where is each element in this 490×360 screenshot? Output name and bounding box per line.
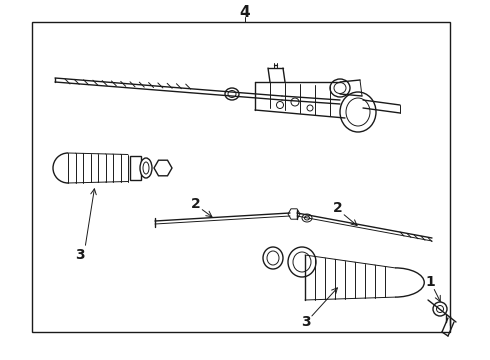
Text: 2: 2: [191, 197, 201, 211]
Ellipse shape: [304, 216, 310, 220]
Ellipse shape: [140, 158, 152, 178]
Bar: [32, 22, 450, 332]
Circle shape: [433, 302, 447, 316]
Text: 1: 1: [425, 275, 435, 289]
Circle shape: [437, 306, 443, 312]
Text: 3: 3: [301, 315, 311, 329]
Text: 2: 2: [333, 201, 343, 215]
Ellipse shape: [334, 82, 346, 94]
Ellipse shape: [330, 79, 350, 97]
Ellipse shape: [267, 251, 279, 265]
Ellipse shape: [302, 214, 312, 222]
Ellipse shape: [225, 88, 239, 100]
Text: 4: 4: [240, 5, 250, 19]
Circle shape: [307, 105, 313, 111]
Ellipse shape: [143, 162, 149, 174]
Ellipse shape: [288, 247, 316, 277]
Text: 3: 3: [75, 248, 85, 262]
Circle shape: [291, 98, 299, 106]
Ellipse shape: [228, 90, 236, 98]
Ellipse shape: [263, 247, 283, 269]
Ellipse shape: [346, 98, 370, 126]
Circle shape: [276, 102, 284, 108]
Ellipse shape: [293, 252, 311, 272]
Bar: [130, 156, 141, 180]
Ellipse shape: [340, 92, 376, 132]
